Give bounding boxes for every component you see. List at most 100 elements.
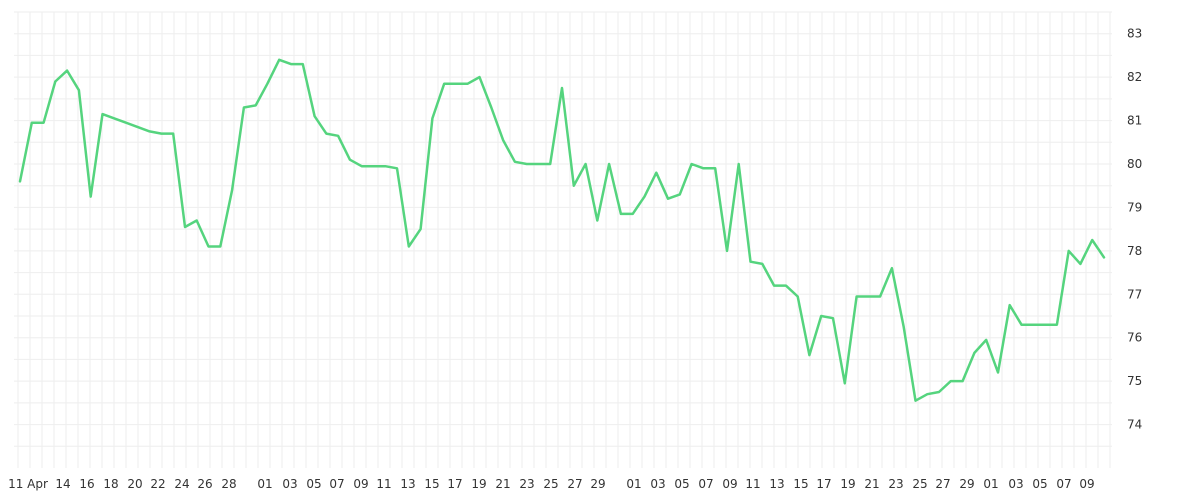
data-point [430,116,434,120]
data-point [584,162,588,166]
data-point [254,103,258,107]
x-tick-label: 03 [282,477,297,491]
x-tick-label: 09 [353,477,368,491]
data-point [466,82,470,86]
x-tick-label: 29 [590,477,605,491]
data-point [607,162,611,166]
data-point [536,162,540,166]
data-point [1078,262,1082,266]
data-point [572,184,576,188]
data-point [489,106,493,110]
data-point [749,260,753,264]
x-tick-label: 14 [55,477,70,491]
x-tick-label: 19 [471,477,486,491]
data-point [725,249,729,253]
x-tick-label: 18 [103,477,118,491]
x-tick-label: 03 [650,477,665,491]
x-tick-label: 17 [447,477,462,491]
data-point [148,129,152,133]
x-tick-label: 19 [840,477,855,491]
x-tick-label: 21 [864,477,879,491]
data-point [230,188,234,192]
x-tick-label: 01 [983,477,998,491]
data-point [831,316,835,320]
data-point [654,171,658,175]
x-tick-label: 03 [1008,477,1023,491]
x-tick-label: 05 [674,477,689,491]
data-point [996,370,1000,374]
x-tick-label: 07 [1056,477,1071,491]
data-point [737,162,741,166]
data-point [207,245,211,249]
horizontal-gridlines [14,11,1112,447]
x-tick-label: 09 [722,477,737,491]
data-point [336,134,340,138]
data-point [407,245,411,249]
data-point [1020,323,1024,327]
data-point [548,162,552,166]
x-tick-label: 22 [150,477,165,491]
data-point [949,379,953,383]
data-point [313,114,317,118]
y-tick-label: 81 [1127,114,1142,128]
data-point [1055,323,1059,327]
data-point [796,294,800,298]
x-tick-label: 07 [329,477,344,491]
data-point [513,160,517,164]
data-point [807,353,811,357]
x-tick-label: 05 [1032,477,1047,491]
data-point [937,390,941,394]
y-tick-label: 80 [1127,157,1142,171]
data-point [760,262,764,266]
y-tick-label: 79 [1127,200,1142,214]
x-tick-label: 20 [127,477,142,491]
data-point [972,351,976,355]
series-line [18,58,1106,402]
vertical-gridlines [17,12,1111,468]
data-point [501,138,505,142]
x-tick-label: 09 [1079,477,1094,491]
data-point [666,197,670,201]
data-point [619,212,623,216]
x-tick-label: 26 [197,477,212,491]
data-point [348,158,352,162]
x-tick-label: 15 [424,477,439,491]
data-point [324,132,328,136]
data-point [1067,249,1071,253]
x-tick-label: 13 [400,477,415,491]
x-tick-label: 01 [626,477,641,491]
data-point [560,86,564,90]
data-point [383,164,387,168]
data-point [112,116,116,120]
y-tick-label: 76 [1127,331,1142,345]
x-tick-label: 28 [221,477,236,491]
data-point [631,212,635,216]
x-axis-tick-labels: 11 Apr 14 16 18 20 22 24 26 28 01 03 05 07 09 11 13 15 17… [8,477,1095,491]
data-point [419,227,423,231]
x-tick-label: 11 [745,477,760,491]
data-point [913,399,917,403]
data-point [642,195,646,199]
data-point [159,132,163,136]
data-point [242,106,246,110]
data-point [77,88,81,92]
data-point [301,62,305,66]
y-tick-label: 75 [1127,374,1142,388]
data-point [855,294,859,298]
data-point [218,245,222,249]
x-tick-label: 25 [543,477,558,491]
data-point [478,75,482,79]
data-point [890,266,894,270]
x-tick-label: 01 [257,477,272,491]
data-point [902,325,906,329]
y-tick-label: 82 [1127,70,1142,84]
data-point [772,284,776,288]
data-point [878,294,882,298]
x-tick-label: 15 [793,477,808,491]
data-point [454,82,458,86]
x-tick-label: 23 [888,477,903,491]
data-point [136,125,140,129]
y-tick-label: 78 [1127,244,1142,258]
data-point [42,121,46,125]
data-point [843,381,847,385]
